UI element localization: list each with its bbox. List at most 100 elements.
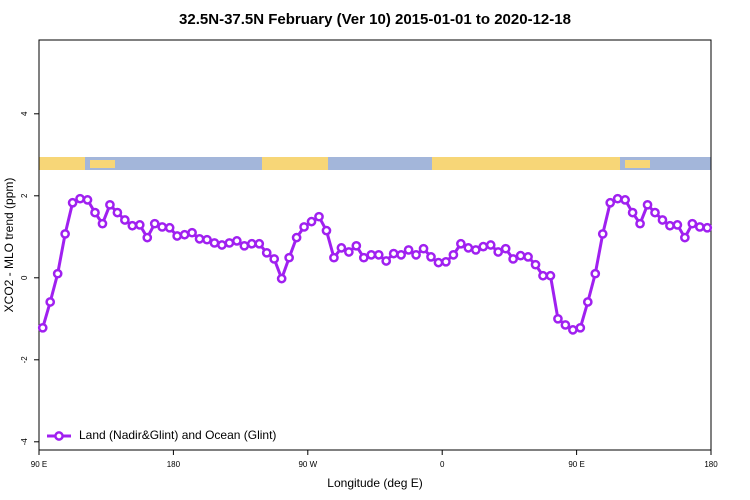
chart-title: 32.5N-37.5N February (Ver 10) 2015-01-01… (179, 11, 571, 28)
data-point (560, 320, 571, 330)
data-point (261, 247, 272, 258)
data-point (463, 243, 474, 253)
x-tick-label: 90 E (568, 460, 584, 469)
data-point (351, 240, 362, 251)
data-point (597, 229, 608, 239)
data-point (575, 322, 586, 333)
data-point (433, 257, 444, 268)
data-point (448, 249, 459, 260)
data-point (134, 220, 145, 230)
data-point (426, 252, 436, 262)
data-point (246, 238, 257, 249)
data-point (396, 249, 406, 260)
data-point (366, 249, 377, 260)
data-point (358, 252, 369, 263)
data-point (90, 207, 100, 218)
data-point (112, 207, 123, 218)
x-tick-label: 90 E (31, 460, 47, 469)
data-point (105, 199, 115, 210)
data-point (418, 243, 429, 254)
data-point (217, 240, 227, 250)
data-point (67, 197, 78, 208)
data-point (314, 211, 324, 222)
y-tick-label: -4 (20, 438, 29, 446)
data-point (142, 232, 153, 243)
data-point (538, 270, 548, 281)
data-point (224, 238, 235, 248)
legend: Land (Nadir&Glint) and Ocean (Glint) (47, 428, 276, 442)
data-point (299, 222, 309, 232)
data-point (239, 240, 250, 251)
data-point (545, 270, 556, 281)
data-point (605, 197, 616, 208)
data-point (232, 236, 242, 246)
data-point (627, 207, 638, 218)
data-point (284, 252, 294, 263)
data-point (60, 229, 70, 239)
data-point (702, 222, 713, 233)
y-tick-label: 2 (20, 193, 29, 198)
data-point (202, 234, 212, 245)
data-point (657, 215, 668, 225)
data-point (411, 249, 421, 260)
data-point (694, 222, 705, 232)
data-point (590, 268, 601, 279)
data-point (291, 232, 302, 243)
data-point (493, 247, 504, 257)
data-point (45, 297, 56, 307)
land (625, 160, 650, 168)
data-point (470, 245, 481, 255)
data-point (321, 225, 332, 236)
data-point (194, 234, 205, 244)
data-point (37, 322, 48, 333)
data-point (82, 195, 93, 205)
x-tick-label: 180 (167, 460, 181, 469)
data-point (508, 254, 518, 264)
data-point (172, 231, 182, 241)
land (432, 157, 620, 170)
data-point (553, 313, 563, 324)
data-point (403, 245, 414, 255)
data-point (523, 252, 533, 262)
legend-marker (54, 431, 64, 441)
land (262, 157, 328, 170)
data-point (500, 243, 511, 254)
data-point (612, 193, 623, 204)
data-point (306, 216, 317, 227)
land (39, 157, 85, 170)
data-point (149, 218, 160, 229)
data-point (530, 259, 541, 270)
data-point (75, 193, 85, 204)
data-point (381, 256, 392, 266)
data-point (620, 195, 630, 205)
legend-label: Land (Nadir&Glint) and Ocean (Glint) (79, 428, 276, 442)
data-point (635, 218, 645, 229)
data-point (650, 207, 660, 218)
data-point (687, 218, 698, 229)
x-tick-label: 0 (440, 460, 445, 469)
data-point (642, 199, 653, 210)
data-point (187, 227, 197, 238)
data-point (680, 232, 690, 243)
data-point (127, 220, 138, 231)
y-axis-label: XCO2 - MLO trend (ppm) (2, 178, 16, 313)
data-point (276, 273, 287, 284)
data-point (179, 229, 190, 240)
data-point (441, 256, 451, 267)
data-point (373, 249, 384, 260)
map-strip (39, 157, 711, 170)
data-point (344, 247, 354, 257)
y-tick-label: 4 (20, 111, 29, 116)
data-point (582, 297, 593, 307)
data-point (478, 241, 489, 252)
y-tick-label: 0 (20, 275, 29, 280)
data-point (336, 243, 347, 253)
x-tick-label: 90 W (298, 460, 317, 469)
x-axis-label: Longitude (deg E) (327, 476, 422, 490)
data-point (485, 240, 496, 250)
data-point (52, 268, 63, 279)
plot-frame (38, 39, 712, 451)
data-point (97, 218, 108, 229)
data-point (157, 222, 168, 232)
